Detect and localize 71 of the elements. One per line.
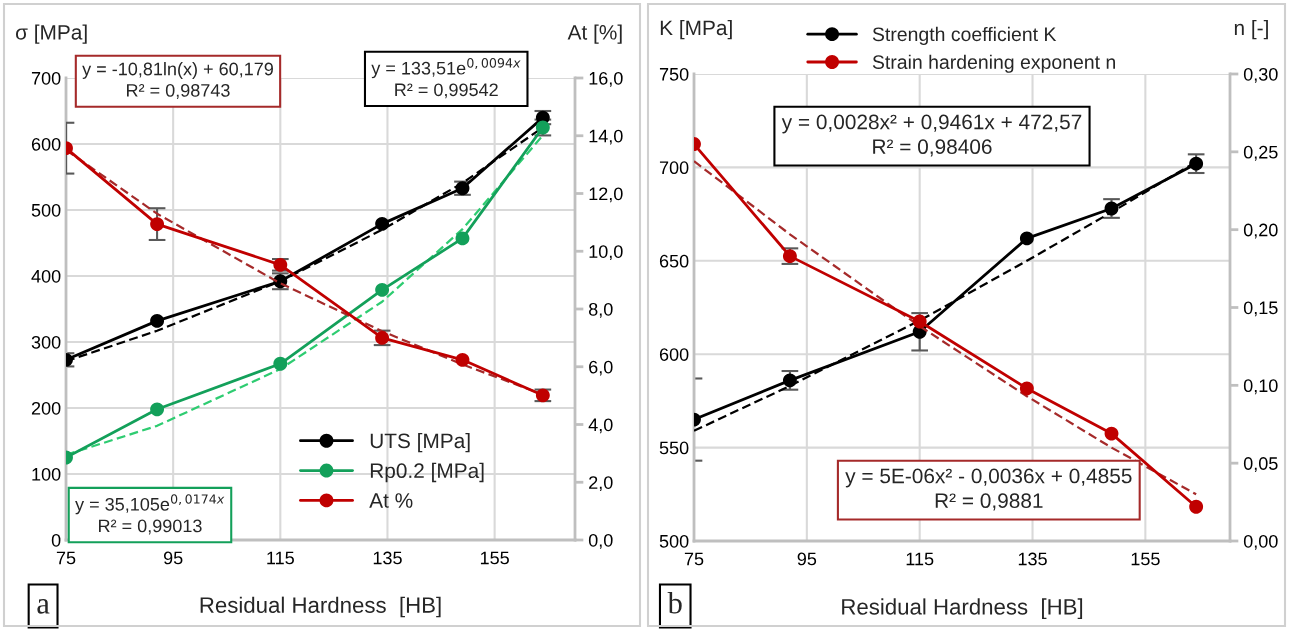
y2-tick-label: 4,0 <box>588 418 613 434</box>
annotation: y = 133,51e$^{0,0094x}$ R² = 0,99542 <box>371 58 521 99</box>
y2-tick-label: 0,30 <box>1243 67 1278 83</box>
y-axis-title: K [MPa] <box>660 19 732 40</box>
point <box>375 216 390 231</box>
point <box>273 356 288 371</box>
point <box>375 282 390 297</box>
x-tick-label: 135 <box>373 551 402 565</box>
y2-tick-label: 0,0 <box>588 533 613 549</box>
y2-axis-title: At [%] <box>567 24 622 44</box>
point <box>150 313 165 328</box>
legend-label: Strain hardening exponent n <box>872 54 1115 73</box>
x-tick-label: 75 <box>684 552 704 566</box>
point <box>1104 426 1119 441</box>
y-tick-label: 100 <box>32 467 61 481</box>
y-tick-label: 400 <box>31 269 61 283</box>
x-tick-label: 135 <box>1018 552 1047 566</box>
x-axis-title: Residual Hardness [HB] <box>200 596 441 618</box>
point <box>1019 231 1034 246</box>
y2-tick-label: 2,0 <box>589 476 613 492</box>
y-tick-label: 700 <box>659 161 689 175</box>
x-axis-title: Residual Hardness [HB] <box>842 598 1083 620</box>
y2-axis-title: n [-] <box>1234 19 1268 40</box>
x-tick-label: 75 <box>56 551 76 565</box>
y-tick-label: 750 <box>659 67 689 81</box>
y2-tick-label: 0,15 <box>1243 301 1278 317</box>
point <box>455 352 470 367</box>
y-tick-label: 700 <box>31 71 61 85</box>
y-tick-label: 500 <box>31 203 61 217</box>
x-tick-label: 95 <box>163 551 183 565</box>
x-tick-label: 115 <box>267 551 294 565</box>
x-tick-label: 155 <box>1131 552 1160 566</box>
point <box>1019 381 1034 396</box>
y2-tick-label: 0,00 <box>1243 534 1278 550</box>
y2-tick-label: 12,0 <box>589 187 623 203</box>
y2-tick-label: 14,0 <box>589 129 623 145</box>
x-tick-label: 115 <box>906 552 934 566</box>
y2-tick-label: 6,0 <box>589 360 613 376</box>
text: a <box>37 599 50 614</box>
point <box>1189 499 1204 514</box>
x-tick-label: 155 <box>480 551 509 565</box>
annotation: y = 5E-06x² - 0,0036x + 0,4855 R² = 0,9881 <box>845 468 1132 511</box>
point <box>150 402 165 417</box>
x-tick-label: 95 <box>797 552 817 566</box>
annotation: y = -10,81ln(x) + 60,179 R² = 0,98743 <box>82 62 273 99</box>
y-tick-label: 650 <box>659 254 689 268</box>
y2-tick-label: 16,0 <box>589 71 623 87</box>
y-tick-label: 550 <box>659 441 689 455</box>
point <box>455 231 470 246</box>
y-tick-label: 0 <box>51 533 61 547</box>
y2-tick-label: 0,05 <box>1243 457 1278 473</box>
annotation: y = 0,0028x² + 0,9461x + 472,57 R² = 0,98406 <box>781 114 1082 157</box>
legend-label: Rp0.2 [MPa] <box>370 462 484 483</box>
y2-tick-label: 0,20 <box>1243 223 1278 239</box>
text: b <box>667 592 682 614</box>
y-tick-label: 600 <box>659 348 689 361</box>
y-axis-title: σ [MPa] <box>15 24 87 44</box>
y2-tick-label: 10,0 <box>589 245 623 261</box>
legend-label: At % <box>369 493 413 508</box>
annotation: y = 35,105e$^{0,0174x}$ R² = 0,99013 <box>75 494 225 535</box>
point <box>150 217 165 232</box>
y2-tick-label: 8,0 <box>588 302 613 318</box>
y-tick-label: 300 <box>31 335 61 349</box>
y2-tick-label: 0,25 <box>1243 145 1278 161</box>
y-tick-label: 500 <box>659 534 689 548</box>
y2-tick-label: 0,10 <box>1243 379 1278 395</box>
point <box>912 314 927 329</box>
y-tick-label: 600 <box>31 137 61 151</box>
legend-label: UTS [MPa] <box>370 432 470 453</box>
legend-label: Strength coefficient K <box>872 26 1057 45</box>
y-tick-label: 200 <box>31 401 61 415</box>
